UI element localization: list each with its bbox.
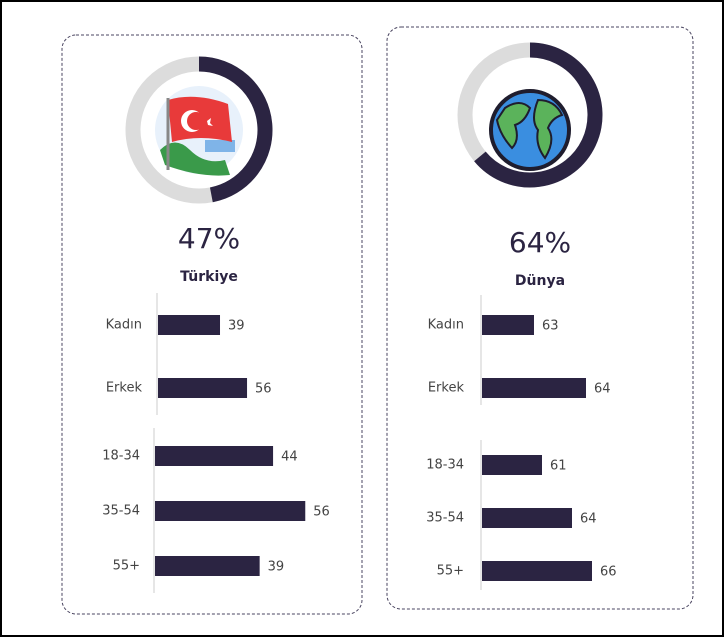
value-label: 39 (268, 560, 285, 575)
value-label: 56 (255, 382, 272, 397)
value-label: 61 (550, 459, 567, 474)
globe-icon (489, 89, 571, 171)
percent-label: 64% (509, 226, 571, 259)
bar (482, 508, 572, 528)
category-label: 18-34 (426, 458, 464, 473)
bar (482, 561, 592, 581)
flag-icon (155, 86, 243, 176)
value-label: 63 (542, 319, 559, 334)
value-label: 39 (228, 319, 245, 334)
panel-title: Dünya (515, 273, 565, 289)
value-label: 64 (594, 382, 611, 397)
category-label: Erkek (428, 381, 465, 396)
value-label: 56 (313, 505, 330, 520)
panel-title: Türkiye (180, 269, 238, 285)
donut-arc (198, 56, 273, 203)
percent-label: 47% (178, 222, 240, 255)
panel (386, 26, 694, 610)
bar (482, 455, 542, 475)
value-label: 66 (600, 565, 617, 580)
category-label: 55+ (437, 564, 464, 579)
bar (155, 446, 274, 466)
category-label: Kadın (428, 318, 464, 333)
bar (482, 315, 534, 335)
category-label: 18-34 (102, 449, 140, 464)
bar (158, 315, 221, 335)
donut-arc (474, 42, 603, 188)
category-label: 35-54 (426, 511, 464, 526)
bar (158, 378, 248, 398)
value-label: 64 (580, 512, 597, 527)
bar (155, 556, 260, 576)
value-label: 44 (281, 450, 298, 465)
panel (61, 34, 363, 615)
category-label: Kadın (106, 318, 142, 333)
category-label: 55+ (113, 559, 140, 574)
bar (482, 378, 586, 398)
category-label: Erkek (106, 381, 143, 396)
bar (155, 501, 306, 521)
category-label: 35-54 (102, 504, 140, 519)
